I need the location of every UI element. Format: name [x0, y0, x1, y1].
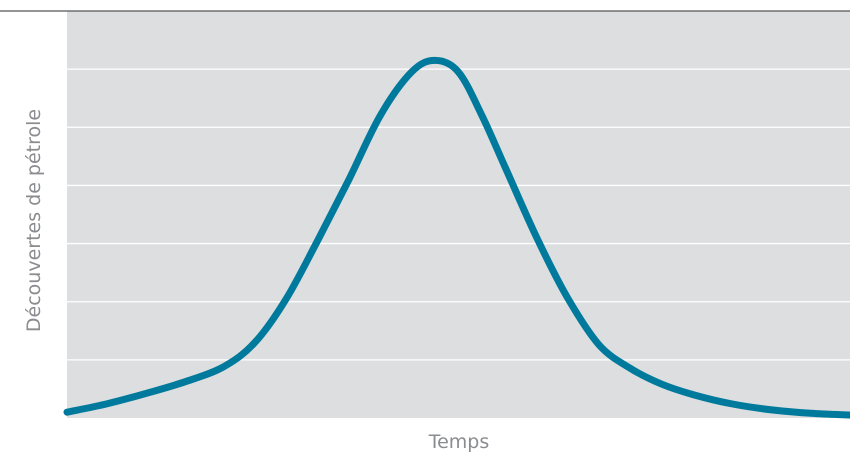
- plot-background: [67, 11, 850, 418]
- x-axis-label: Temps: [428, 431, 490, 453]
- series-line: [63, 56, 850, 419]
- y-axis-label: Découvertes de pétrole: [23, 109, 45, 332]
